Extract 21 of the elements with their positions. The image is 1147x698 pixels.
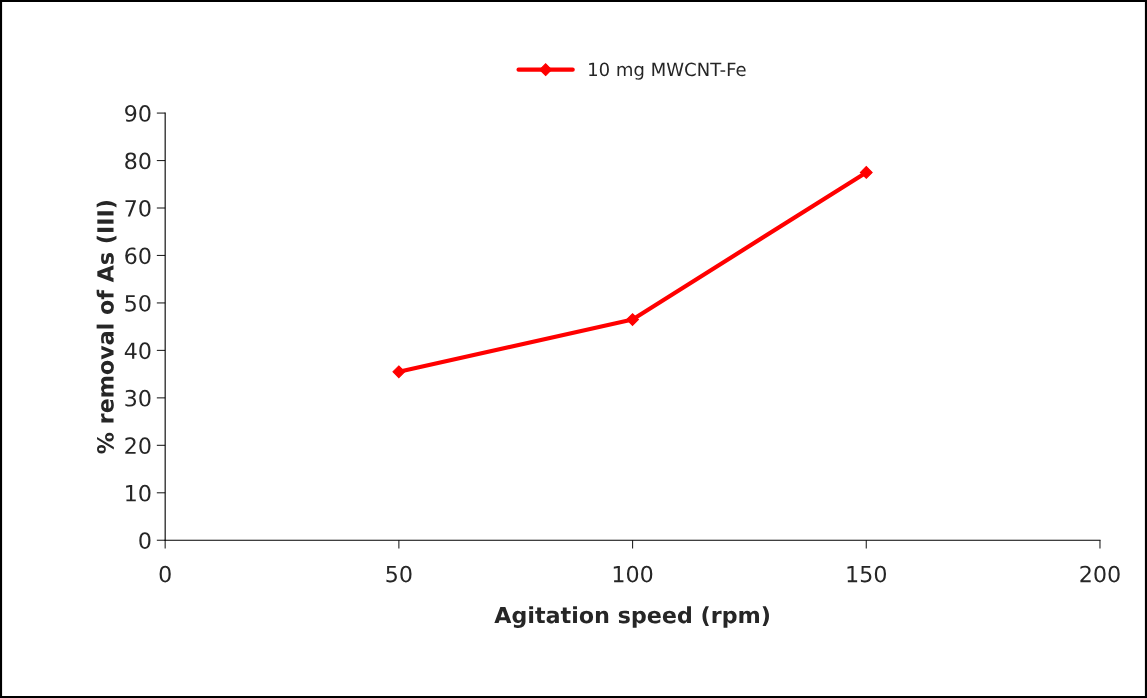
y-tick-label: 50 [125,294,151,312]
y-axis-title: % removal of As (III) [96,200,117,454]
x-tick-label: 150 [847,565,886,583]
x-tick-label: 50 [386,565,412,583]
point [392,365,406,379]
x-tick-label: 0 [159,565,171,583]
y-tick-label: 40 [124,342,151,360]
y-tick-label: 80 [125,152,151,170]
point [626,313,639,326]
x-axis-title: Agitation speed (rpm) [494,606,769,628]
legend-label: 10 mg MWCNT-Fe [589,62,746,80]
y-tick-label: 20 [125,437,151,455]
x-tick-label: 100 [613,565,653,583]
y-tick-label: 10 [126,484,151,502]
y-tick-label: 60 [125,247,151,265]
x-tick-label: 200 [1080,565,1120,583]
point [859,165,873,179]
y-tick-label: 90 [125,105,151,122]
y-tick-label: 70 [125,199,151,217]
y-tick-label: 30 [125,389,151,407]
y-tick-label: 0 [139,532,151,550]
